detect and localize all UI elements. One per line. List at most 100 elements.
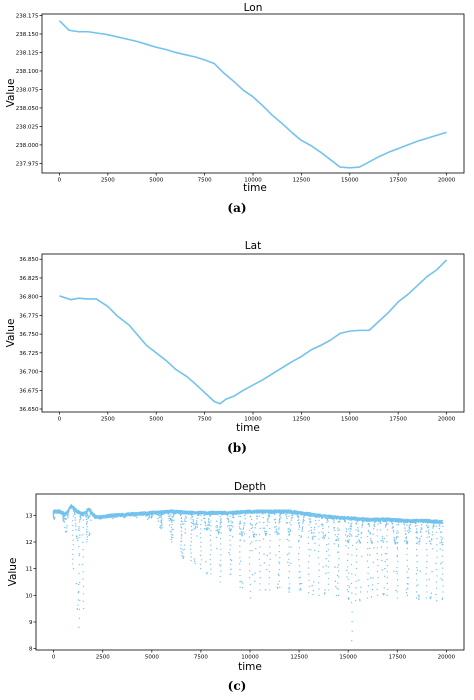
scatter-point [337,594,340,596]
scatter-point [207,521,210,523]
scatter-point [326,521,328,523]
y-tick-label: 36.850 [19,257,39,263]
scatter-point [415,532,417,534]
scatter-point [220,543,222,545]
scatter-point [346,559,349,562]
x-tick-label: 10000 [244,417,262,423]
scatter-point [208,524,211,526]
y-tick-label: 36.825 [19,276,39,282]
scatter-point [254,524,257,526]
scatter-point [380,540,382,542]
scatter-point [67,514,69,516]
scatter-point [265,532,268,535]
scatter-point [297,553,300,555]
panel-caption: (c) [228,679,247,693]
scatter-point [274,518,277,521]
scatter-point [72,529,74,532]
y-tick-label: 36.725 [19,351,39,357]
scatter-point [290,524,292,526]
scatter-point [169,530,171,533]
scatter-point [160,511,163,513]
scatter-point [210,549,212,551]
scatter-point [169,515,171,517]
scatter-point [72,568,75,570]
scatter-point [380,522,382,524]
scatter-point [415,522,417,525]
scatter-point [345,530,348,533]
scatter-point [351,535,353,537]
scatter-point [239,510,242,512]
scatter-point [359,600,361,602]
scatter-point [253,533,256,535]
scatter-point [429,540,431,542]
scatter-point [298,539,300,542]
scatter-point [327,583,329,585]
scatter-point [77,604,79,606]
scatter-point [195,520,198,522]
scatter-point [328,560,330,562]
scatter-point [373,523,376,526]
scatter-point [288,591,290,593]
scatter-point [229,515,231,517]
scatter-point [291,514,294,516]
scatter-point [75,525,77,527]
scatter-point [195,522,198,524]
scatter-point [232,526,234,528]
scatter-point [239,545,241,547]
scatter-point [78,563,81,566]
scatter-point [371,584,374,586]
scatter-point [82,534,84,536]
scatter-point [415,585,418,587]
scatter-point [185,517,188,519]
scatter-point [311,532,313,534]
scatter-point [249,522,251,525]
scatter-point [244,522,246,525]
scatter-point [312,590,314,592]
scatter-point [72,558,74,560]
scatter-point [440,578,442,580]
scatter-point [259,521,261,523]
scatter-point [278,520,281,522]
scatter-point [441,519,444,522]
scatter-point [311,537,314,539]
scatter-point [307,542,309,545]
scatter-point [406,541,409,543]
scatter-point [371,588,374,591]
scatter-point [278,533,280,535]
scatter-point [160,519,162,522]
scatter-point [241,586,244,589]
x-axis-label: time [238,661,262,673]
scatter-point [161,510,163,512]
y-tick-label: 237.975 [16,161,39,167]
scatter-point [416,524,418,527]
y-tick-label: 238.000 [16,143,39,149]
scatter-point [376,558,379,561]
scatter-point [348,586,351,588]
scatter-point [323,537,326,540]
scatter-point [168,524,171,526]
scatter-point [383,537,386,540]
scatter-point [397,560,399,563]
scatter-point [351,640,353,642]
scatter-point [231,536,234,538]
scatter-point [251,541,253,543]
x-tick-label: 20000 [438,178,456,184]
scatter-point [72,553,74,555]
scatter-point [262,516,265,519]
scatter-point [253,509,256,511]
scatter-point [229,534,231,537]
scatter-point [259,546,261,548]
scatter-point [347,584,349,587]
scatter-point [190,541,192,543]
scatter-point [258,533,261,536]
scatter-point [383,575,386,577]
scatter-point [250,518,253,521]
scatter-point [376,570,379,573]
scatter-point [386,582,389,585]
scatter-point [361,526,363,528]
scatter-point [406,577,409,579]
y-tick-label: 36.750 [19,332,39,338]
scatter-point [277,573,280,575]
scatter-point [421,527,423,530]
scatter-point [255,534,257,536]
